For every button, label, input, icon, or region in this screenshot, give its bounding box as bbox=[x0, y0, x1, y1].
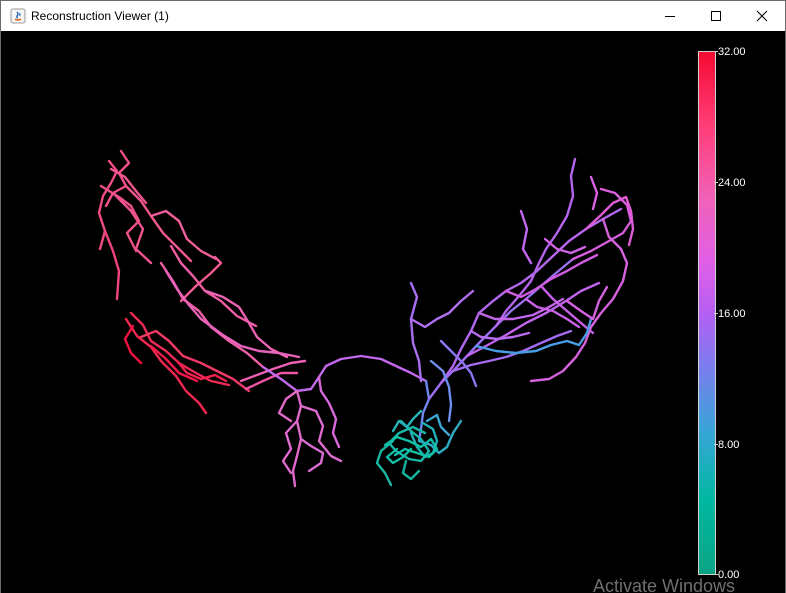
right-arbor bbox=[409, 157, 635, 443]
tick-mark bbox=[714, 313, 718, 314]
tick-mark bbox=[714, 51, 718, 52]
tick-mark bbox=[714, 574, 718, 575]
close-icon bbox=[756, 10, 768, 22]
activate-windows-watermark: Activate Windows bbox=[593, 576, 736, 593]
java-icon[interactable] bbox=[10, 8, 26, 24]
colorbar-tick-label: 24.00 bbox=[718, 177, 746, 189]
maximize-button[interactable] bbox=[693, 1, 739, 31]
title-bar[interactable]: Reconstruction Viewer (1) bbox=[1, 1, 785, 31]
colorbar-tick-label: 8.00 bbox=[718, 439, 740, 451]
left-arbor bbox=[97, 149, 307, 415]
neuron-reconstruction[interactable] bbox=[1, 31, 785, 593]
close-button[interactable] bbox=[739, 1, 785, 31]
colorbar-tick-label: 16.00 bbox=[718, 308, 746, 320]
left-axon bbox=[261, 354, 428, 488]
colorbar-tick-label: 32.00 bbox=[718, 46, 746, 58]
minimize-icon bbox=[665, 16, 675, 17]
maximize-icon bbox=[711, 11, 721, 21]
window-title: Reconstruction Viewer (1) bbox=[31, 9, 169, 23]
tick-mark bbox=[714, 182, 718, 183]
colorbar-tick-label: 0.00 bbox=[718, 569, 740, 581]
tick-mark bbox=[714, 444, 718, 445]
minimize-button[interactable] bbox=[647, 1, 693, 31]
reconstruction-canvas[interactable]: 32.00 24.00 16.00 8.00 0.00 Activate Win… bbox=[1, 31, 785, 593]
soma-cluster bbox=[375, 409, 463, 487]
